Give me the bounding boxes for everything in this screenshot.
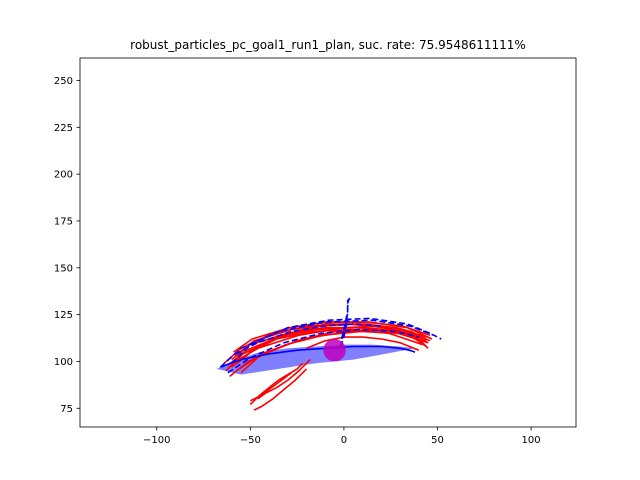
plan-trajectory-1 bbox=[231, 317, 431, 364]
x-tick-label-0: −100 bbox=[143, 435, 170, 446]
y-tick-label-6: 225 bbox=[54, 123, 73, 134]
axes-frame bbox=[79, 57, 577, 428]
particle-trajectory-13 bbox=[249, 362, 304, 406]
x-tick-label-3: 50 bbox=[431, 435, 444, 446]
y-tick-label-4: 175 bbox=[54, 216, 73, 227]
y-tick-label-5: 200 bbox=[54, 170, 73, 181]
y-axis: 75 100 125 150 175 200 225 250 bbox=[54, 76, 80, 415]
plot-area bbox=[216, 297, 442, 411]
y-tick-label-3: 150 bbox=[54, 263, 73, 274]
particle-trajectory-16 bbox=[249, 372, 292, 402]
x-tick-label-4: 100 bbox=[522, 435, 541, 446]
chart-title: robust_particles_pc_goal1_run1_plan, suc… bbox=[130, 38, 526, 52]
particle-trajectory-12 bbox=[306, 336, 420, 351]
particle-trajectory-14 bbox=[253, 368, 308, 411]
plan-trajectory-3 bbox=[235, 323, 382, 355]
y-tick-label-0: 75 bbox=[60, 404, 73, 415]
plan-trajectory-0 bbox=[219, 319, 442, 368]
plan-trajectory-2 bbox=[227, 328, 419, 374]
x-tick-label-2: 0 bbox=[341, 435, 347, 446]
y-tick-label-2: 125 bbox=[54, 310, 73, 321]
plan-trajectory-5 bbox=[341, 299, 349, 338]
x-tick-label-1: −50 bbox=[240, 435, 261, 446]
x-axis: −100 −50 0 50 100 bbox=[143, 427, 541, 446]
y-tick-label-1: 100 bbox=[54, 357, 73, 368]
y-tick-label-7: 250 bbox=[54, 76, 73, 87]
goal-marker bbox=[323, 338, 346, 362]
